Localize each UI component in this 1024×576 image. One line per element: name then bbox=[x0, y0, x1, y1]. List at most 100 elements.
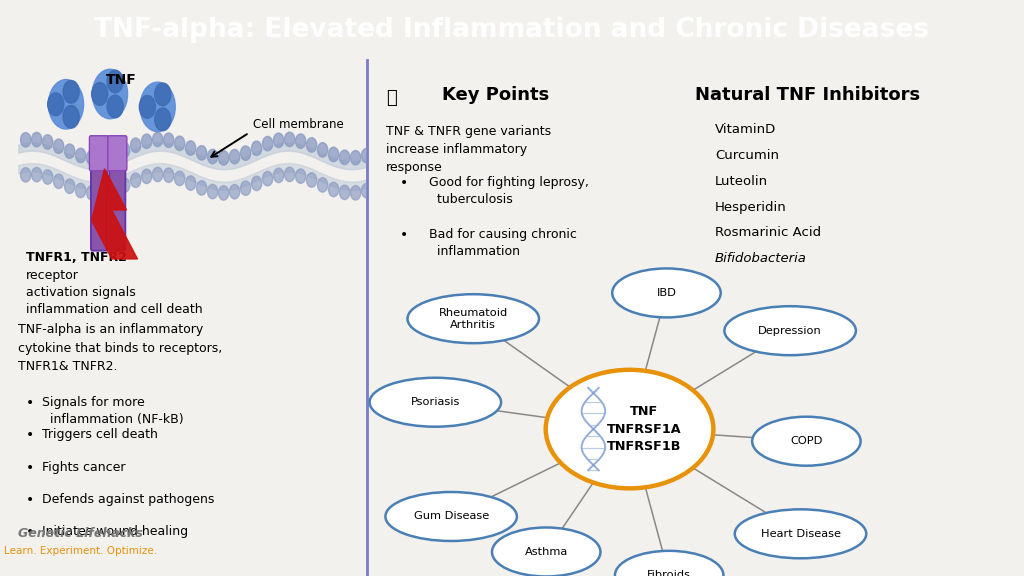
Circle shape bbox=[20, 132, 31, 147]
Text: •: • bbox=[26, 493, 34, 507]
Circle shape bbox=[109, 183, 119, 197]
Text: IBD: IBD bbox=[656, 288, 677, 298]
Text: Asthma: Asthma bbox=[524, 547, 568, 557]
Text: Natural TNF Inhibitors: Natural TNF Inhibitors bbox=[695, 86, 921, 104]
Circle shape bbox=[208, 149, 218, 164]
Circle shape bbox=[53, 139, 63, 153]
Circle shape bbox=[164, 133, 174, 147]
Text: •: • bbox=[26, 525, 34, 540]
Circle shape bbox=[329, 147, 339, 162]
Ellipse shape bbox=[408, 294, 539, 343]
Circle shape bbox=[108, 95, 123, 118]
Circle shape bbox=[164, 168, 174, 183]
Ellipse shape bbox=[370, 378, 501, 427]
Circle shape bbox=[197, 181, 207, 195]
Circle shape bbox=[86, 150, 97, 165]
Circle shape bbox=[317, 143, 328, 157]
Text: inflammation and cell death: inflammation and cell death bbox=[26, 304, 203, 316]
Circle shape bbox=[97, 150, 108, 165]
Circle shape bbox=[285, 132, 295, 147]
FancyBboxPatch shape bbox=[91, 161, 108, 251]
Ellipse shape bbox=[735, 509, 866, 558]
Text: TNFR1, TNFR2: TNFR1, TNFR2 bbox=[26, 251, 127, 264]
Polygon shape bbox=[92, 169, 137, 259]
Circle shape bbox=[252, 176, 262, 191]
Text: •: • bbox=[399, 228, 408, 242]
Text: Initiates wound healing: Initiates wound healing bbox=[42, 525, 188, 539]
Circle shape bbox=[130, 138, 140, 153]
Circle shape bbox=[185, 141, 196, 156]
Circle shape bbox=[350, 185, 360, 200]
Circle shape bbox=[273, 133, 284, 147]
Circle shape bbox=[43, 135, 53, 149]
Circle shape bbox=[185, 176, 196, 190]
Circle shape bbox=[32, 132, 42, 147]
Text: COPD: COPD bbox=[791, 436, 822, 446]
Ellipse shape bbox=[612, 268, 721, 317]
Circle shape bbox=[340, 185, 350, 200]
Circle shape bbox=[140, 82, 175, 132]
Text: •: • bbox=[26, 396, 34, 410]
Circle shape bbox=[296, 134, 306, 148]
Text: Depression: Depression bbox=[759, 325, 822, 336]
Circle shape bbox=[218, 151, 228, 165]
Circle shape bbox=[262, 137, 272, 151]
Text: Bad for causing chronic
  inflammation: Bad for causing chronic inflammation bbox=[429, 228, 577, 258]
Circle shape bbox=[63, 81, 79, 103]
Ellipse shape bbox=[724, 306, 856, 355]
Circle shape bbox=[97, 185, 108, 200]
Circle shape bbox=[262, 172, 272, 186]
Circle shape bbox=[174, 171, 184, 185]
Text: Fights cancer: Fights cancer bbox=[42, 461, 126, 473]
Circle shape bbox=[229, 184, 240, 199]
Circle shape bbox=[108, 70, 123, 93]
Circle shape bbox=[285, 167, 295, 181]
Circle shape bbox=[130, 173, 140, 188]
Circle shape bbox=[53, 174, 63, 188]
Circle shape bbox=[317, 177, 328, 192]
FancyBboxPatch shape bbox=[89, 136, 109, 171]
Text: Bifidobacteria: Bifidobacteria bbox=[715, 252, 807, 266]
Circle shape bbox=[174, 136, 184, 150]
Text: Psoriasis: Psoriasis bbox=[411, 397, 460, 407]
Ellipse shape bbox=[546, 370, 714, 488]
Circle shape bbox=[361, 149, 372, 163]
Circle shape bbox=[32, 168, 42, 182]
Circle shape bbox=[48, 79, 84, 129]
Ellipse shape bbox=[385, 492, 517, 541]
Text: 🔑: 🔑 bbox=[386, 89, 397, 107]
Circle shape bbox=[361, 183, 372, 198]
Circle shape bbox=[329, 182, 339, 196]
Circle shape bbox=[120, 143, 130, 157]
Circle shape bbox=[63, 105, 79, 128]
Circle shape bbox=[91, 82, 108, 105]
Circle shape bbox=[153, 132, 163, 147]
Text: receptor: receptor bbox=[26, 269, 79, 282]
Text: Fibroids: Fibroids bbox=[647, 570, 691, 576]
Text: Gum Disease: Gum Disease bbox=[414, 511, 488, 521]
Circle shape bbox=[340, 150, 350, 165]
Text: Triggers cell death: Triggers cell death bbox=[42, 428, 158, 441]
Text: Learn. Experiment. Optimize.: Learn. Experiment. Optimize. bbox=[4, 547, 158, 556]
Ellipse shape bbox=[492, 528, 600, 576]
Text: •: • bbox=[26, 461, 34, 475]
FancyBboxPatch shape bbox=[110, 161, 125, 251]
Text: Genetic Lifehacks: Genetic Lifehacks bbox=[18, 528, 143, 540]
Circle shape bbox=[229, 149, 240, 164]
Text: Signals for more
  inflammation (NF-kB): Signals for more inflammation (NF-kB) bbox=[42, 396, 183, 426]
Text: Key Points: Key Points bbox=[442, 86, 550, 104]
Text: activation signals: activation signals bbox=[26, 286, 135, 300]
Text: Curcumin: Curcumin bbox=[715, 149, 779, 162]
Text: Good for fighting leprosy,
  tuberculosis: Good for fighting leprosy, tuberculosis bbox=[429, 176, 589, 206]
FancyBboxPatch shape bbox=[108, 136, 127, 171]
Circle shape bbox=[296, 169, 306, 183]
Circle shape bbox=[241, 181, 251, 195]
Circle shape bbox=[306, 138, 316, 152]
Circle shape bbox=[155, 83, 171, 106]
Circle shape bbox=[241, 146, 251, 160]
Ellipse shape bbox=[615, 551, 723, 576]
Circle shape bbox=[109, 147, 119, 162]
Text: Luteolin: Luteolin bbox=[715, 175, 768, 188]
Circle shape bbox=[20, 168, 31, 182]
Circle shape bbox=[48, 93, 63, 116]
